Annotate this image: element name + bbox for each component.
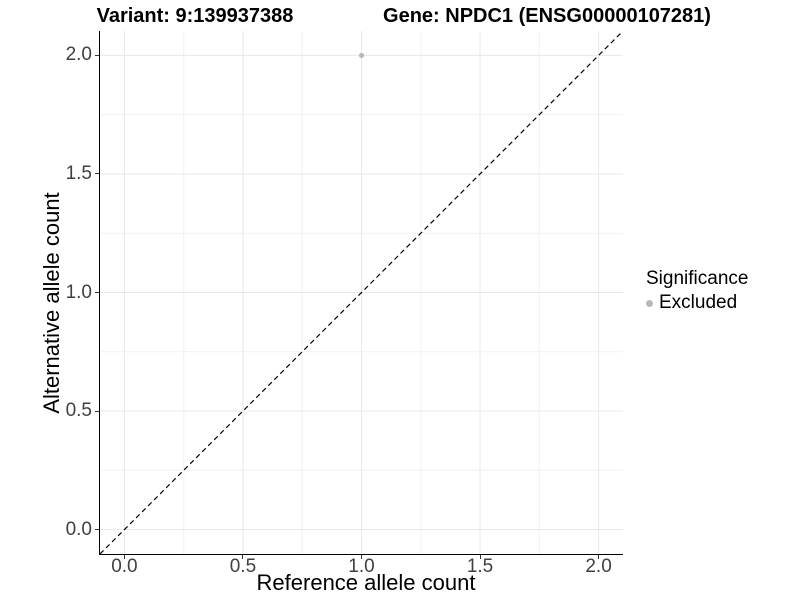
x-tick-label: 0.5 [229,556,257,577]
y-tick-label: 2.0 [65,44,92,66]
y-tick-label: 0.0 [65,518,92,540]
x-tick-mark [479,555,481,559]
legend-entries: Excluded [646,292,748,314]
y-tick-mark [95,410,99,412]
x-axis-title: Reference allele count [256,570,476,595]
x-tick-mark [361,555,362,559]
x-tick-mark [123,555,125,559]
legend-entry-label: Excluded [659,292,738,313]
x-tick-label: 2.0 [585,556,612,577]
y-axis-title: Alternative allele count [39,192,64,414]
x-tick-mark [242,555,244,559]
legend-dot-icon [646,299,653,307]
y-tick-mark [95,292,99,293]
data-point [358,52,365,59]
plot-panel [99,31,623,555]
variant-title: Variant: 9:139937388 [96,5,294,27]
x-tick-label: 0.0 [111,556,138,577]
y-tick-mark [95,529,99,531]
legend-entry: Excluded [646,292,748,314]
scatter-plot [100,31,623,554]
x-tick-label: 1.5 [466,556,494,577]
legend-title: Significance [646,268,749,289]
y-tick-mark [95,173,99,175]
y-tick-label: 1.0 [65,281,92,303]
y-tick-label: 1.5 [65,162,92,184]
x-tick-mark [598,555,600,559]
identity-line [100,31,623,554]
y-tick-label: 0.5 [65,400,92,422]
legend: Significance Excluded [646,268,748,314]
x-tick-label: 1.0 [348,556,375,577]
y-tick-mark [95,54,99,56]
gene-title: Gene: NPDC1 (ENSG00000107281) [383,5,711,27]
